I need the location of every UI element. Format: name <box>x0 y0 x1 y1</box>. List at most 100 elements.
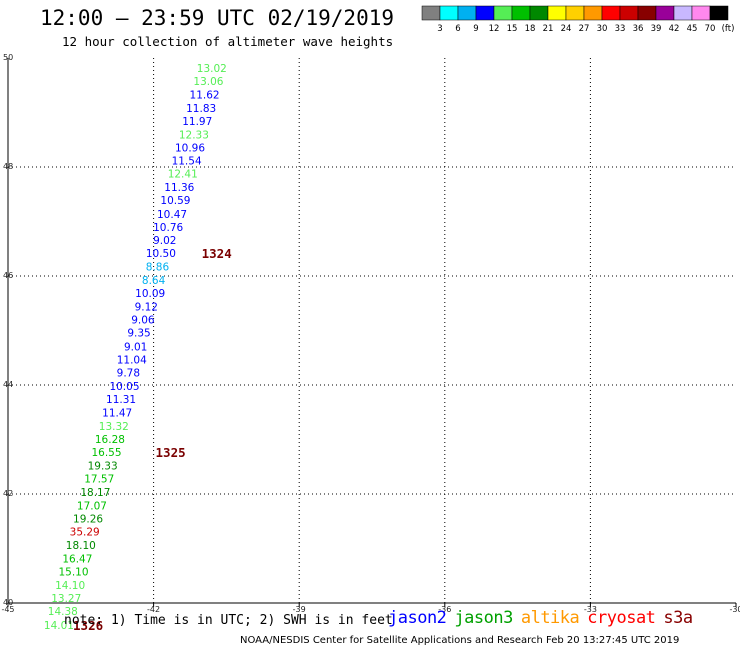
scale-swatch <box>619 5 639 21</box>
wave-height-point: 9.35 <box>127 328 150 340</box>
scale-swatch <box>547 5 567 21</box>
scale-label: 42 <box>669 24 680 34</box>
scale-label: 24 <box>561 24 572 34</box>
scale-swatch <box>709 5 729 21</box>
scale-swatch <box>601 5 621 21</box>
satellite-legend: jason2 jason3 altika cryosat s3a <box>388 608 701 628</box>
wave-height-point: 8.86 <box>146 262 170 274</box>
wave-height-point: 16.28 <box>95 434 125 446</box>
wave-height-point: 9.01 <box>124 341 147 353</box>
scale-label: 30 <box>597 24 608 34</box>
wave-height-point: 13.06 <box>193 76 223 88</box>
scale-swatch <box>637 5 657 21</box>
wave-height-point: 17.57 <box>84 474 114 486</box>
scale-label: 33 <box>615 24 626 34</box>
scale-label: 45 <box>687 24 698 34</box>
scale-label: 12 <box>489 24 500 34</box>
chart-subtitle: 12 hour collection of altimeter wave hei… <box>62 34 394 49</box>
y-tick-label: 44 <box>3 380 13 389</box>
y-tick-label: 50 <box>3 53 13 62</box>
wave-height-point: 11.83 <box>186 103 216 115</box>
scale-swatch <box>655 5 675 21</box>
wave-height-point: 9.06 <box>131 315 155 327</box>
wave-height-point: 35.29 <box>70 527 100 539</box>
y-tick-label: 42 <box>3 489 13 498</box>
wave-height-point: 16.47 <box>62 553 92 565</box>
wave-height-point: 16.55 <box>91 447 121 459</box>
scale-swatch <box>511 5 531 21</box>
legend-jason2: jason2 <box>388 608 447 628</box>
x-tick-label: -39 <box>293 605 306 614</box>
scale-swatch <box>439 5 459 21</box>
chart-axes: -45 -42 -39 -36 -33 -30 40 42 44 46 48 50 <box>1 53 740 614</box>
chart-grid <box>8 58 736 603</box>
scale-label: 36 <box>633 24 644 34</box>
wave-height-point: 9.02 <box>153 235 176 247</box>
legend-jason3: jason3 <box>454 608 513 628</box>
wave-height-point: 11.47 <box>102 407 132 419</box>
y-tick-label: 46 <box>3 271 13 280</box>
wave-height-point: 19.33 <box>88 461 118 473</box>
wave-height-point: 10.76 <box>153 222 183 234</box>
wave-height-point: 12.33 <box>179 129 209 141</box>
scale-swatch <box>475 5 495 21</box>
wave-height-point: 13.02 <box>197 63 227 75</box>
scale-label: (ft) <box>722 24 735 34</box>
wave-height-point: 14.01 <box>44 620 74 632</box>
scale-label: 6 <box>455 24 460 34</box>
wave-height-point: 11.54 <box>172 155 202 167</box>
scale-swatch <box>457 5 477 21</box>
legend-cryosat: cryosat <box>587 608 656 628</box>
wave-height-point: 10.59 <box>160 195 190 207</box>
scale-swatch <box>529 5 549 21</box>
scale-label: 21 <box>543 24 554 34</box>
chart-title: 12:00 – 23:59 UTC 02/19/2019 <box>40 6 395 30</box>
x-tick-label: -45 <box>1 605 14 614</box>
legend-altika: altika <box>520 608 580 628</box>
scale-label: 39 <box>651 24 662 34</box>
wave-height-point: 13.32 <box>99 421 129 433</box>
y-tick-label: 40 <box>3 598 13 607</box>
wave-height-point: 14.38 <box>48 606 78 618</box>
wave-height-point: 11.62 <box>190 90 220 102</box>
wave-height-point: 14.10 <box>55 580 85 592</box>
pass-number-label: 1326 <box>73 618 103 633</box>
wave-height-point: 15.10 <box>58 566 88 578</box>
x-tick-label: -42 <box>147 605 160 614</box>
footnote: note: 1) Time is in UTC; 2) SWH is in fe… <box>64 613 393 628</box>
credit-line: NOAA/NESDIS Center for Satellite Applica… <box>240 635 680 646</box>
wave-height-point: 17.07 <box>77 500 107 512</box>
scale-swatch <box>493 5 513 21</box>
wave-height-point: 13.27 <box>51 593 81 605</box>
scale-swatch <box>583 5 603 21</box>
color-scale-legend: 3 6 9 12 15 18 21 24 27 30 33 36 39 42 45 70 (ft) <box>421 5 735 34</box>
pass-number-label: 1324 <box>202 246 232 261</box>
wave-height-point: 19.26 <box>73 514 103 526</box>
scale-label: 18 <box>525 24 536 34</box>
wave-height-point: 10.05 <box>109 381 139 393</box>
wave-height-point: 10.50 <box>146 248 176 260</box>
scale-label: 27 <box>579 24 590 34</box>
pass-number-label: 1325 <box>156 445 186 460</box>
scale-swatch <box>673 5 693 21</box>
wave-height-point: 10.47 <box>157 209 187 221</box>
wave-height-point: 12.41 <box>168 169 198 181</box>
scale-label: 9 <box>473 24 478 34</box>
y-tick-label: 48 <box>3 162 13 171</box>
wave-height-point: 11.04 <box>117 354 147 366</box>
scale-label: 70 <box>705 24 716 34</box>
scale-swatch <box>691 5 711 21</box>
x-tick-label: -33 <box>584 605 597 614</box>
x-tick-label: -30 <box>729 605 740 614</box>
wave-height-point: 18.17 <box>80 487 110 499</box>
wave-height-point: 8.64 <box>142 275 166 287</box>
legend-s3a: s3a <box>663 608 693 628</box>
wave-height-point: 11.31 <box>106 394 136 406</box>
wave-height-point: 11.97 <box>182 116 212 128</box>
scale-swatch <box>421 5 441 21</box>
wave-height-point: 10.09 <box>135 288 165 300</box>
scale-label: 15 <box>507 24 518 34</box>
wave-height-point: 18.10 <box>66 540 96 552</box>
